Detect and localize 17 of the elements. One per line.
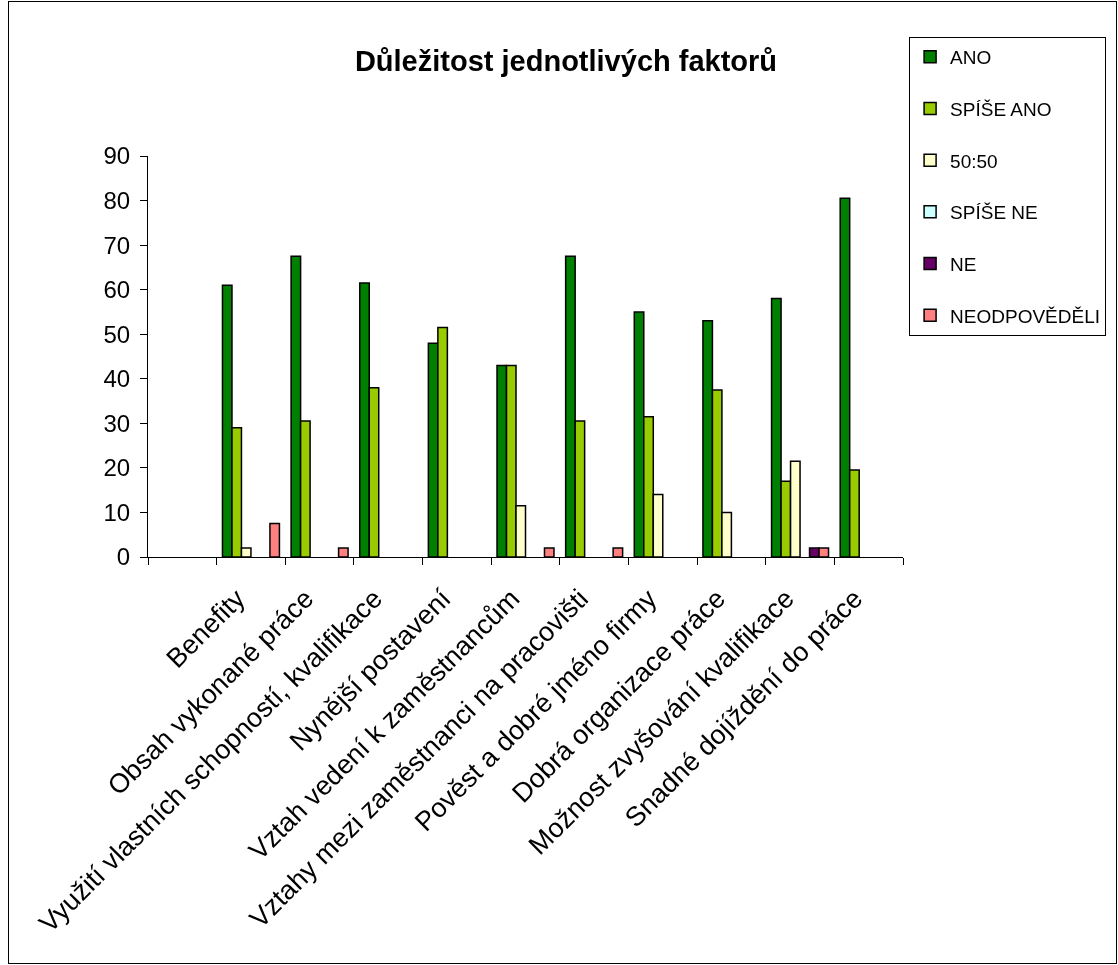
chart-title: Důležitost jednotlivých faktorů [354,45,778,78]
legend-label: NE [950,253,977,275]
y-tick-label: 50 [103,320,131,348]
y-tick-label: 20 [103,454,131,482]
y-tick-label: 0 [116,543,131,571]
y-tick-label: 80 [103,186,131,214]
y-tick-label: 40 [103,365,131,393]
y-tick-label: 90 [103,142,131,170]
y-tick-label: 60 [103,276,131,304]
y-tick-label: 10 [103,498,131,526]
y-tick-label: 70 [103,231,131,259]
y-tick-label: 30 [103,409,131,437]
legend-label: 50:50 [950,150,998,172]
legend-label: SPÍŠE NE [950,202,1038,224]
legend-label: SPÍŠE ANO [950,98,1052,120]
legend-label: NEODPOVĚDĚLI [950,305,1101,327]
legend-label: ANO [950,47,992,69]
